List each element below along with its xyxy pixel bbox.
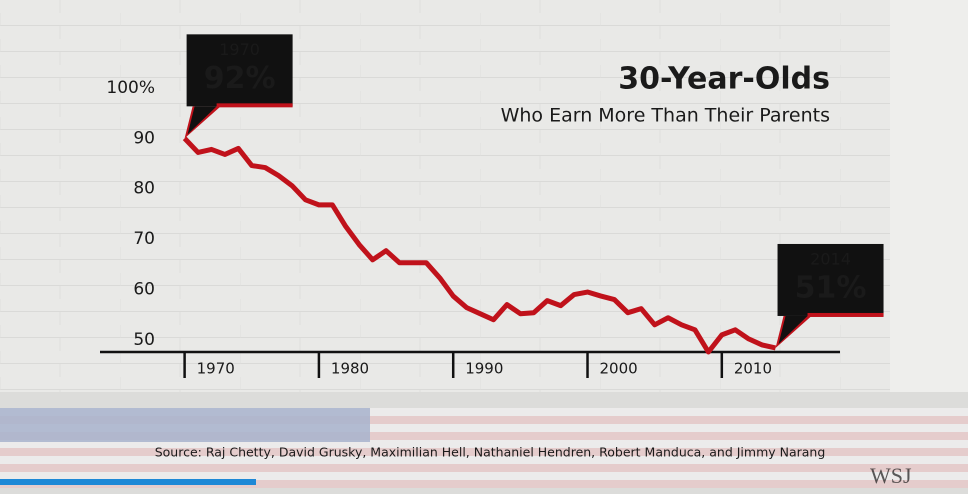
y-tick-label: 60 xyxy=(133,280,155,300)
chart-title: 30-Year-Olds xyxy=(618,62,830,97)
callout-pointer-dark xyxy=(187,106,217,135)
callout-value: 51% xyxy=(795,270,867,305)
y-tick-label: 90 xyxy=(133,128,155,148)
y-tick-label: 50 xyxy=(133,330,155,350)
callout-value: 92% xyxy=(204,61,276,96)
x-tick-label: 1990 xyxy=(465,360,503,378)
callout-pointer-dark xyxy=(778,315,808,344)
y-tick-label: 70 xyxy=(133,229,155,249)
callout-accent xyxy=(216,103,293,108)
chart-subtitle: Who Earn More Than Their Parents xyxy=(501,105,830,127)
watermark: WSJ xyxy=(870,463,912,488)
y-tick-label: 100% xyxy=(106,78,155,98)
data-line xyxy=(182,136,777,355)
progress-bar xyxy=(0,479,256,485)
source: Source: Raj Chetty, David Grusky, Maximi… xyxy=(155,445,826,460)
callout-accent xyxy=(807,312,884,317)
x-tick-label: 2000 xyxy=(600,360,638,378)
x-tick-label: 2010 xyxy=(734,360,772,378)
callout: 2014 51% xyxy=(775,243,884,348)
callout-box xyxy=(186,34,293,107)
callout: 1970 92% xyxy=(184,34,293,139)
plot: 50 60 70 80 90 100% 1970 1980 1990 2000 2010 1970 92… xyxy=(100,34,884,378)
x-tick-label: 1980 xyxy=(331,360,369,378)
flag-canton xyxy=(0,408,370,442)
callout-year: 1970 xyxy=(219,40,260,59)
callout-box xyxy=(777,243,884,316)
x-tick-label: 1970 xyxy=(197,360,235,378)
callout-year: 2014 xyxy=(810,249,851,268)
y-tick-label: 80 xyxy=(133,179,155,199)
